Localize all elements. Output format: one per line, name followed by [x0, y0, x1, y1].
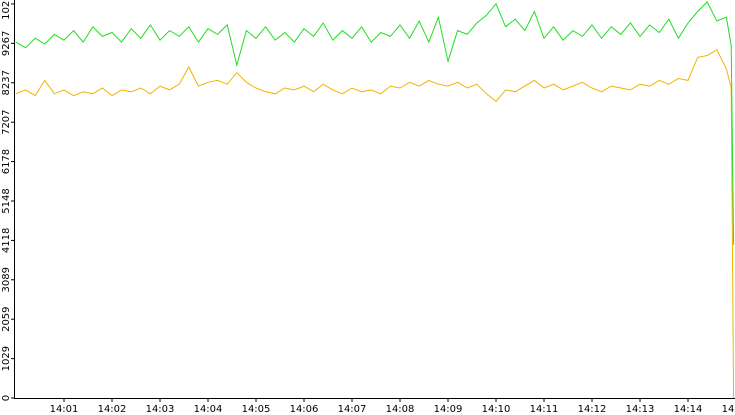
x-tick-label: 14:10: [482, 404, 511, 415]
y-tick-label: 5148: [1, 188, 12, 213]
y-tick-label: 9267: [1, 31, 12, 56]
x-tick-label: 14:01: [50, 404, 79, 415]
x-tick-label: 14:09: [434, 404, 463, 415]
y-tick-label: 8237: [1, 70, 12, 95]
series-line: [15, 49, 735, 399]
x-tick-label: 14:14: [674, 404, 703, 415]
y-tick-label: 10297: [1, 0, 12, 20]
series-line: [15, 1, 735, 245]
y-tick-label: 1029: [1, 346, 12, 371]
y-tick-label: 4118: [1, 228, 12, 253]
x-tick-label: 14:13: [626, 404, 655, 415]
x-tick-label: 14:08: [386, 404, 415, 415]
y-tick-label: 0: [1, 395, 12, 401]
x-tick-label: 14:03: [146, 404, 175, 415]
x-tick-label: 14:04: [194, 404, 223, 415]
y-tick-label: 7207: [1, 109, 12, 134]
x-tick-label: 14:15: [722, 404, 735, 415]
x-tick-label: 14:06: [290, 404, 319, 415]
x-tick-label: 14:12: [578, 404, 607, 415]
y-tick-label: 2059: [1, 306, 12, 331]
y-tick-label: 3089: [1, 267, 12, 292]
x-tick-label: 14:05: [242, 404, 271, 415]
x-tick-label: 14:07: [338, 404, 367, 415]
y-tick-label: 6178: [1, 149, 12, 174]
x-tick-label: 14:11: [530, 404, 559, 415]
x-tick-label: 14:02: [98, 404, 127, 415]
